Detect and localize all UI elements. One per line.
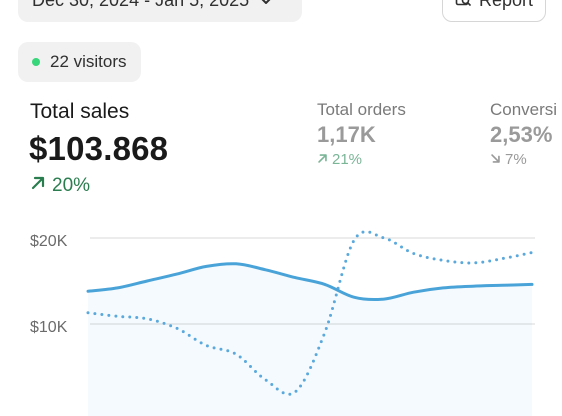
live-status-dot xyxy=(32,58,40,66)
total-sales-delta: 20% xyxy=(30,175,90,197)
arrow-up-right-icon xyxy=(30,175,46,197)
date-range-picker[interactable]: Dec 30, 2024 - Jan 5, 2025 xyxy=(18,0,302,22)
conversion-value: 2,53% xyxy=(490,122,553,147)
live-visitors-badge[interactable]: 22 visitors xyxy=(18,42,141,82)
y-tick-label: $10K xyxy=(30,319,68,336)
chevron-down-icon xyxy=(259,0,273,11)
report-button[interactable]: Report xyxy=(442,0,546,22)
series-area-fill xyxy=(88,263,532,416)
sales-line-chart: $20K $10K xyxy=(30,230,535,416)
total-sales-label: Total sales xyxy=(30,100,130,123)
total-sales-value: $103.868 xyxy=(29,130,169,167)
y-tick-label: $20K xyxy=(30,233,68,250)
total-orders-label: Total orders xyxy=(317,100,406,119)
visitors-count: 22 visitors xyxy=(50,52,127,71)
total-sales-delta-value: 20% xyxy=(52,175,91,196)
report-label: Report xyxy=(479,0,533,11)
series-comparison-line xyxy=(86,230,534,396)
date-range-label: Dec 30, 2024 - Jan 5, 2025 xyxy=(32,0,249,11)
conversion-label: Conversi xyxy=(490,100,558,119)
total-orders-delta-value: 21% xyxy=(332,151,363,168)
series-current-line xyxy=(86,262,534,302)
arrow-up-right-icon xyxy=(317,151,328,168)
total-orders-delta: 21% xyxy=(317,151,362,168)
conversion-delta: 7% xyxy=(490,151,527,168)
arrow-down-right-icon xyxy=(490,151,501,168)
conversion-delta-value: 7% xyxy=(505,151,527,168)
report-icon xyxy=(455,0,471,11)
total-orders-value: 1,17K xyxy=(317,122,376,147)
